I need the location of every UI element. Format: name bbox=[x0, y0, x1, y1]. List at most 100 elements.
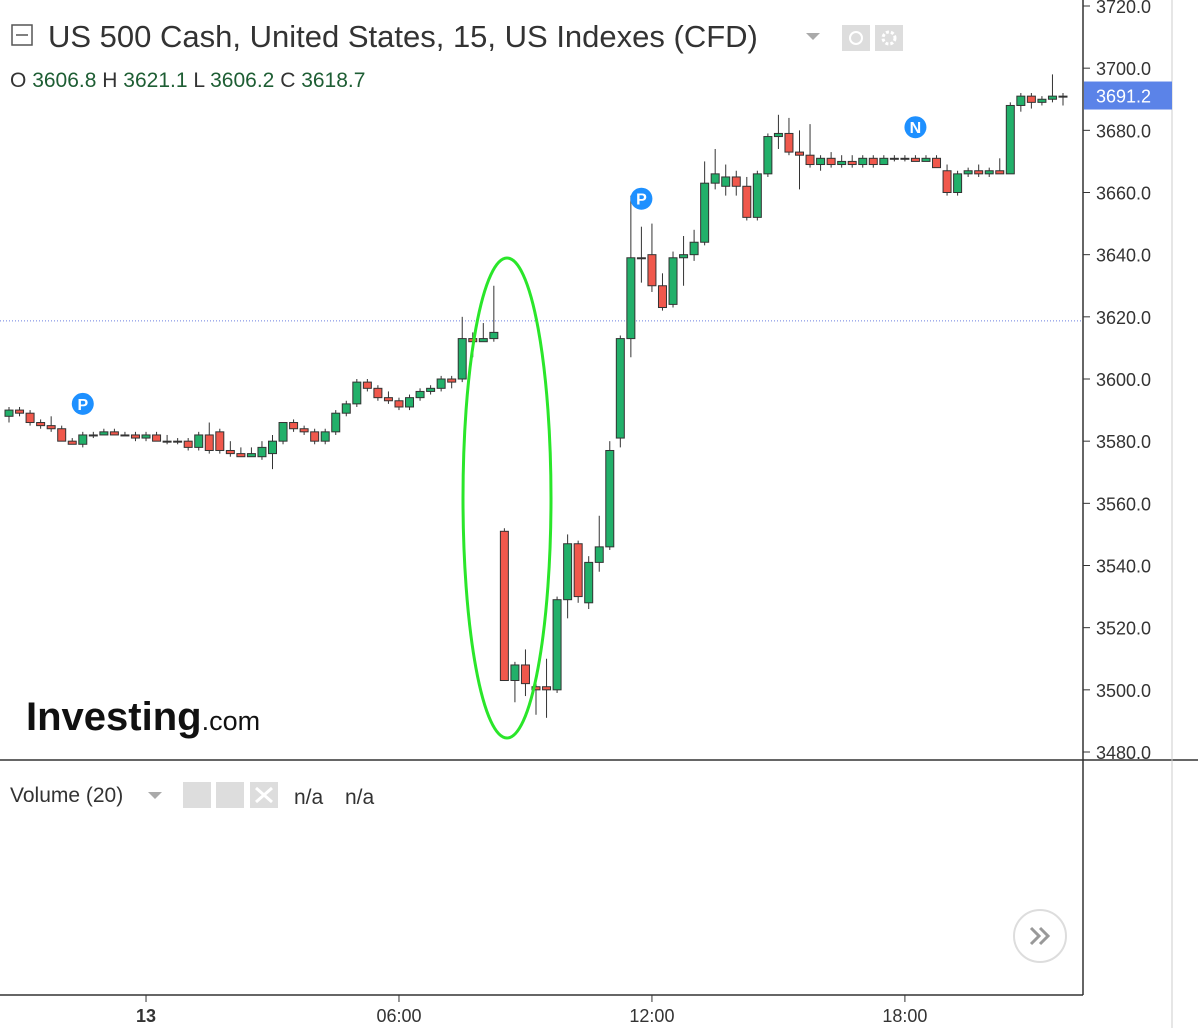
candle-body bbox=[268, 440, 277, 455]
candle-body bbox=[510, 664, 520, 682]
candle-body bbox=[837, 160, 847, 166]
candle-body bbox=[636, 257, 646, 260]
y-tick-label: 3500.0 bbox=[1096, 681, 1151, 701]
candle-body bbox=[15, 409, 25, 414]
candle-body bbox=[194, 434, 204, 448]
candle-body bbox=[341, 403, 351, 414]
candle-body bbox=[552, 599, 562, 691]
candle-body bbox=[141, 434, 151, 439]
x-tick-label: 06:00 bbox=[376, 1006, 421, 1026]
candle-body bbox=[173, 440, 183, 443]
candle-body bbox=[257, 446, 267, 458]
event-marker[interactable] bbox=[71, 392, 94, 415]
candle-body bbox=[78, 434, 88, 445]
candle-body bbox=[362, 381, 372, 389]
logo-brand: Investing.com bbox=[26, 695, 260, 739]
candle-body bbox=[826, 157, 836, 166]
candle-body bbox=[594, 546, 604, 563]
candle-body bbox=[657, 285, 667, 309]
candle-body bbox=[436, 378, 446, 389]
ohlc-legend: O 3606.8 H 3621.1 L 3606.2 C 3618.7 bbox=[10, 69, 365, 92]
candle-body bbox=[88, 434, 98, 437]
y-tick-label: 3720.0 bbox=[1096, 0, 1151, 17]
y-tick-label: 3700.0 bbox=[1096, 59, 1151, 79]
candle-body bbox=[921, 157, 931, 162]
gear-icon bbox=[881, 30, 897, 46]
last-price-label: 3691.2 bbox=[1096, 87, 1151, 107]
candle-body bbox=[109, 431, 119, 436]
ohlc-value: 3618.7 bbox=[301, 69, 365, 92]
candle-body bbox=[1026, 95, 1036, 103]
candle-body bbox=[499, 530, 509, 682]
dropdown-arrow[interactable] bbox=[806, 33, 820, 40]
candle-body bbox=[721, 176, 731, 187]
event-label: N bbox=[910, 120, 922, 137]
ohlc-label: H bbox=[102, 69, 117, 92]
candle-body bbox=[246, 453, 256, 458]
candle-body bbox=[679, 254, 689, 259]
y-tick-label: 3540.0 bbox=[1096, 557, 1151, 577]
y-tick-label: 3600.0 bbox=[1096, 370, 1151, 390]
candle-body bbox=[805, 154, 815, 166]
candle-body bbox=[858, 157, 868, 166]
candle-body bbox=[57, 428, 67, 442]
candle-body bbox=[700, 182, 710, 243]
candle-body bbox=[457, 338, 467, 380]
candle-body bbox=[25, 412, 35, 424]
candle-body bbox=[615, 338, 625, 439]
y-tick-label: 3480.0 bbox=[1096, 743, 1151, 763]
eye-button[interactable] bbox=[842, 25, 870, 51]
event-label: P bbox=[636, 192, 647, 209]
candle-body bbox=[542, 686, 552, 691]
y-tick-label: 3620.0 bbox=[1096, 308, 1151, 328]
candle-body bbox=[974, 170, 984, 175]
candle-body bbox=[99, 431, 109, 436]
candle-body bbox=[373, 387, 383, 399]
candle-body bbox=[773, 132, 783, 138]
candle-body bbox=[647, 254, 657, 287]
candle-body bbox=[984, 170, 994, 175]
candle-body bbox=[563, 543, 573, 601]
x-tick-label: 13 bbox=[136, 1006, 156, 1026]
candle-body bbox=[310, 431, 320, 442]
candle-body bbox=[1016, 95, 1026, 106]
candle-body bbox=[225, 449, 235, 455]
candle-body bbox=[289, 422, 299, 430]
event-marker[interactable] bbox=[904, 116, 927, 139]
candle-body bbox=[731, 176, 741, 187]
settings-button[interactable] bbox=[216, 782, 244, 808]
candle-body bbox=[795, 151, 804, 156]
logo-suffix: .com bbox=[202, 706, 261, 736]
candle-body bbox=[942, 170, 952, 194]
candle-body bbox=[352, 381, 362, 405]
candle-body bbox=[816, 157, 826, 166]
event-marker[interactable] bbox=[630, 187, 653, 210]
y-tick-label: 3660.0 bbox=[1096, 184, 1151, 204]
highlight-ellipse bbox=[461, 256, 553, 740]
candle-body bbox=[963, 170, 973, 175]
candle-body bbox=[447, 378, 457, 383]
settings-button[interactable] bbox=[875, 25, 903, 51]
ohlc-label: O bbox=[10, 69, 26, 92]
candle-body bbox=[752, 173, 762, 218]
candle-body bbox=[953, 173, 963, 194]
logo-brand-text: Investing bbox=[26, 695, 202, 739]
x-tick-label: 18:00 bbox=[882, 1006, 927, 1026]
chart-title: US 500 Cash, United States, 15, US Index… bbox=[48, 19, 758, 54]
candle-body bbox=[1058, 95, 1068, 98]
last-price-box bbox=[1084, 81, 1172, 110]
candle-body bbox=[910, 157, 920, 162]
candle-body bbox=[120, 434, 130, 437]
candle-body bbox=[394, 400, 404, 408]
y-tick-label: 3640.0 bbox=[1096, 246, 1151, 266]
candle-body bbox=[573, 543, 583, 598]
candle-body bbox=[489, 331, 499, 340]
eye-button[interactable] bbox=[183, 782, 211, 808]
candle-body bbox=[4, 409, 14, 417]
candle-body bbox=[405, 397, 415, 408]
candle-body bbox=[1005, 104, 1015, 175]
y-tick-label: 3560.0 bbox=[1096, 494, 1151, 514]
dropdown-arrow[interactable] bbox=[148, 792, 162, 799]
candle-body bbox=[162, 440, 172, 443]
candle-body bbox=[889, 157, 899, 160]
